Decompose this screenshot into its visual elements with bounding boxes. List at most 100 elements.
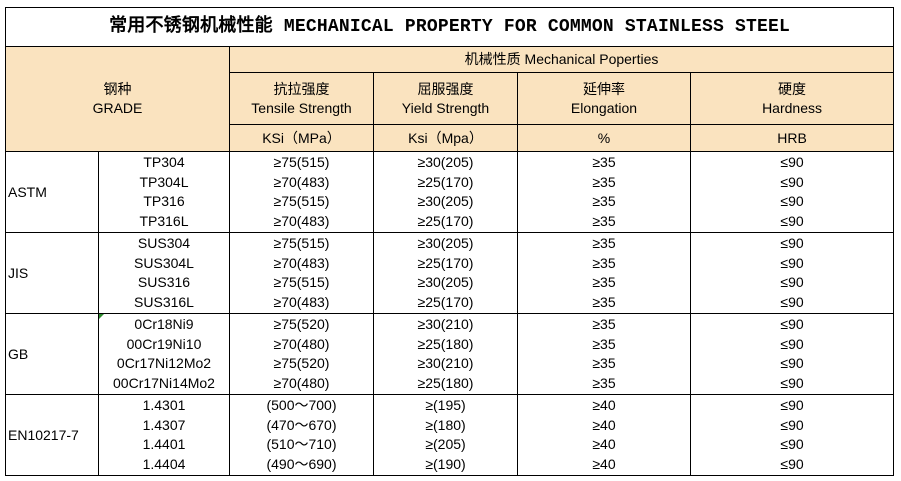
elongation-value: ≥35 xyxy=(592,274,616,290)
hardness-value: ≤90 xyxy=(780,436,804,452)
hardness-value: ≤90 xyxy=(780,355,804,371)
tensile-unit: KSi（MPa） xyxy=(229,124,374,152)
elongation-unit: % xyxy=(517,124,691,152)
grade-name: SUS304L xyxy=(134,254,194,271)
property-table: 常用不锈钢机械性能 MECHANICAL PROPERTY FOR COMMON… xyxy=(4,7,895,476)
grade-name: TP304 xyxy=(143,154,185,170)
hardness-value: ≤90 xyxy=(780,212,804,229)
tensile-value: ≥70(483) xyxy=(273,212,330,229)
hardness-value: ≤90 xyxy=(780,254,804,271)
hardness-unit: HRB xyxy=(689,124,895,152)
elongation-value: ≥35 xyxy=(592,235,616,251)
elongation-value: ≥40 xyxy=(592,416,616,433)
hardness-header: 硬度 Hardness xyxy=(689,72,895,125)
hardness-cell: ≤90 ≤90 ≤90 ≤90 xyxy=(689,394,895,476)
elongation-value: ≥35 xyxy=(592,193,616,209)
tensile-header: 抗拉强度 Tensile Strength xyxy=(229,72,374,125)
yield-cell: ≥30(210) ≥25(180) ≥30(210) ≥25(180) xyxy=(373,313,518,395)
hardness-value: ≤90 xyxy=(780,335,804,352)
tensile-cell: ≥75(515) ≥70(483) ≥75(515) ≥70(483) xyxy=(229,232,374,314)
hardness-cell: ≤90 ≤90 ≤90 ≤90 xyxy=(689,232,895,314)
hardness-value: ≤90 xyxy=(780,316,804,332)
tensile-cell: (500～700) (470～670) (510～710) (490～690) xyxy=(229,394,374,476)
table-row: JIS SUS304 SUS304L SUS316 SUS316L ≥75(51… xyxy=(5,232,895,314)
hardness-header-en: Hardness xyxy=(762,99,822,116)
hardness-cell: ≤90 ≤90 ≤90 ≤90 xyxy=(689,313,895,395)
tensile-value: ≥70(483) xyxy=(273,173,330,190)
yield-header-cn: 屈服强度 xyxy=(417,80,474,97)
tensile-value: (510～710) xyxy=(266,436,337,452)
elongation-value: ≥35 xyxy=(592,154,616,170)
grade-name: 1.4301 xyxy=(142,397,186,413)
elongation-value: ≥35 xyxy=(592,374,616,391)
table-row: EN10217-7 1.4301 1.4307 1.4401 1.4404 (5… xyxy=(5,394,895,476)
grade-name: TP316L xyxy=(139,212,189,229)
elongation-value: ≥35 xyxy=(592,355,616,371)
yield-header: 屈服强度 Yield Strength xyxy=(373,72,518,125)
tensile-value: ≥75(515) xyxy=(273,154,330,170)
grade-name: SUS316 xyxy=(137,274,191,290)
yield-cell: ≥30(205) ≥25(170) ≥30(205) ≥25(170) xyxy=(373,232,518,314)
tensile-header-cn: 抗拉强度 xyxy=(273,80,330,97)
grade-name: SUS316L xyxy=(134,293,194,310)
yield-value: ≥25(170) xyxy=(417,293,474,310)
grade-name: 1.4401 xyxy=(142,436,186,452)
hardness-value: ≤90 xyxy=(780,293,804,310)
grade-name: TP304L xyxy=(139,173,189,190)
hardness-header-cn: 硬度 xyxy=(778,80,807,97)
grade-name: 0Cr17Ni12Mo2 xyxy=(116,355,212,371)
hardness-cell: ≤90 ≤90 ≤90 ≤90 xyxy=(689,151,895,233)
yield-value: ≥25(180) xyxy=(417,335,474,352)
hardness-value: ≤90 xyxy=(780,193,804,209)
standard-cell: ASTM xyxy=(5,151,99,233)
yield-cell: ≥(195) ≥(180) ≥(205) ≥(190) xyxy=(373,394,518,476)
hardness-value: ≤90 xyxy=(780,235,804,251)
yield-value: ≥30(205) xyxy=(417,154,474,170)
tensile-header-en: Tensile Strength xyxy=(251,99,352,116)
yield-value: ≥(195) xyxy=(425,397,466,413)
tensile-value: ≥70(483) xyxy=(273,254,330,271)
yield-value: ≥25(170) xyxy=(417,212,474,229)
yield-value: ≥(190) xyxy=(425,455,466,472)
tensile-value: ≥75(515) xyxy=(273,193,330,209)
elongation-value: ≥35 xyxy=(592,173,616,190)
table-row: GB 0Cr18Ni9 00Cr19Ni10 0Cr17Ni12Mo2 00Cr… xyxy=(5,313,895,395)
elongation-header: 延伸率 Elongation xyxy=(517,72,691,125)
grade-cell: SUS304 SUS304L SUS316 SUS316L xyxy=(98,232,230,314)
tensile-value: (470～670) xyxy=(266,416,337,433)
table-title: 常用不锈钢机械性能 MECHANICAL PROPERTY FOR COMMON… xyxy=(4,7,895,47)
elongation-header-cn: 延伸率 xyxy=(583,80,625,97)
tensile-value: ≥70(483) xyxy=(273,293,330,310)
yield-value: ≥25(170) xyxy=(417,254,474,271)
elongation-value: ≥35 xyxy=(592,316,616,332)
grade-name: 0Cr18Ni9 xyxy=(134,316,194,332)
tensile-cell: ≥75(515) ≥70(483) ≥75(515) ≥70(483) xyxy=(229,151,374,233)
elongation-cell: ≥35 ≥35 ≥35 ≥35 xyxy=(517,313,691,395)
grade-header-en: GRADE xyxy=(92,100,143,116)
yield-value: ≥25(180) xyxy=(417,374,474,391)
hardness-value: ≤90 xyxy=(780,154,804,170)
yield-value: ≥30(205) xyxy=(417,193,474,209)
grade-name: 1.4307 xyxy=(142,416,186,433)
yield-unit: Ksi（Mpa） xyxy=(373,124,518,152)
hardness-value: ≤90 xyxy=(780,397,804,413)
table-row: ASTM TP304 TP304L TP316 TP316L ≥75(515) … xyxy=(5,151,895,233)
grade-header-cn: 钢种 xyxy=(103,81,132,97)
tensile-value: ≥75(520) xyxy=(273,355,330,371)
elongation-value: ≥35 xyxy=(592,254,616,271)
tensile-value: (490～690) xyxy=(266,455,337,472)
elongation-value: ≥35 xyxy=(592,212,616,229)
grade-name: 00Cr19Ni10 xyxy=(126,335,202,352)
tensile-value: ≥75(520) xyxy=(273,316,330,332)
hardness-value: ≤90 xyxy=(780,416,804,433)
yield-value: ≥(205) xyxy=(425,436,466,452)
standard-cell: JIS xyxy=(5,232,99,314)
tensile-value: ≥70(480) xyxy=(273,374,330,391)
tensile-value: ≥75(515) xyxy=(273,274,330,290)
standard-cell: GB xyxy=(5,313,99,395)
elongation-cell: ≥40 ≥40 ≥40 ≥40 xyxy=(517,394,691,476)
elongation-value: ≥35 xyxy=(592,293,616,310)
grade-name: 1.4404 xyxy=(142,455,186,472)
mechanical-properties-header: 机械性质 Mechanical Poperties xyxy=(228,46,895,73)
yield-value: ≥25(170) xyxy=(417,173,474,190)
